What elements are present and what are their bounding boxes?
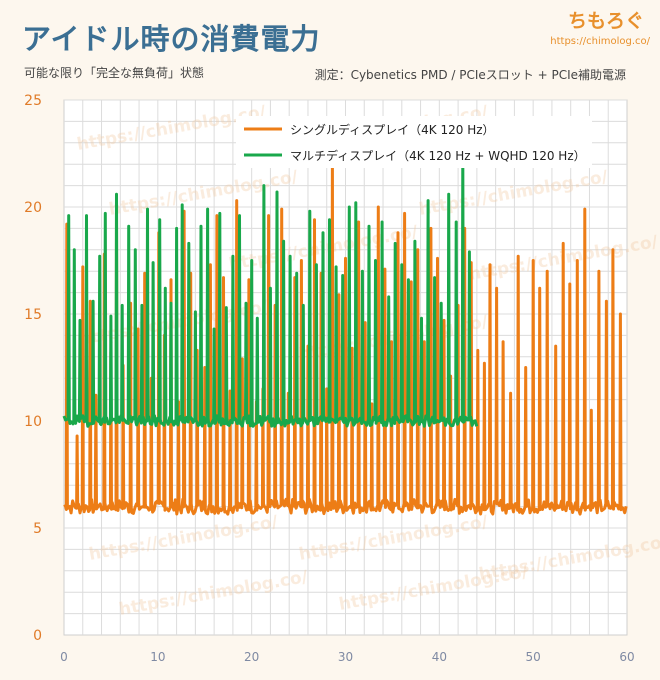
x-tick-label: 30 bbox=[338, 650, 353, 664]
brand-url: https://chimolog.co/ bbox=[550, 36, 650, 47]
y-tick-label: 10 bbox=[24, 414, 42, 430]
x-tick-label: 0 bbox=[60, 650, 68, 664]
y-tick-label: 0 bbox=[33, 628, 42, 644]
brand-logo: ちもろぐ bbox=[567, 10, 644, 32]
axis-ticks: 0 5 10 15 20 25 0 10 20 30 40 50 60 bbox=[24, 93, 634, 664]
y-tick-label: 20 bbox=[24, 200, 42, 216]
y-tick-label: 25 bbox=[24, 93, 42, 109]
series-line-multi bbox=[62, 154, 479, 428]
y-tick-label: 15 bbox=[24, 307, 42, 323]
series-line-single bbox=[63, 160, 628, 516]
legend-label-multi: マルチディスプレイ（4K 120 Hz + WQHD 120 Hz） bbox=[290, 148, 586, 163]
legend-box bbox=[236, 116, 592, 168]
legend: シングルディスプレイ（4K 120 Hz） マルチディスプレイ（4K 120 H… bbox=[236, 116, 592, 168]
chart-subtitle: 可能な限り「完全な無負荷」状態 bbox=[24, 66, 205, 80]
y-tick-label: 5 bbox=[33, 521, 42, 537]
legend-label-single: シングルディスプレイ（4K 120 Hz） bbox=[290, 122, 495, 137]
measurement-note: 測定：Cybenetics PMD / PCIeスロット + PCIe補助電源 bbox=[314, 68, 626, 82]
series-layer bbox=[62, 154, 628, 516]
x-tick-label: 10 bbox=[150, 650, 165, 664]
x-tick-label: 50 bbox=[526, 650, 541, 664]
chart-title: アイドル時の消費電力 bbox=[22, 22, 321, 56]
x-tick-label: 60 bbox=[619, 650, 634, 664]
x-tick-label: 40 bbox=[432, 650, 447, 664]
x-tick-label: 20 bbox=[244, 650, 259, 664]
